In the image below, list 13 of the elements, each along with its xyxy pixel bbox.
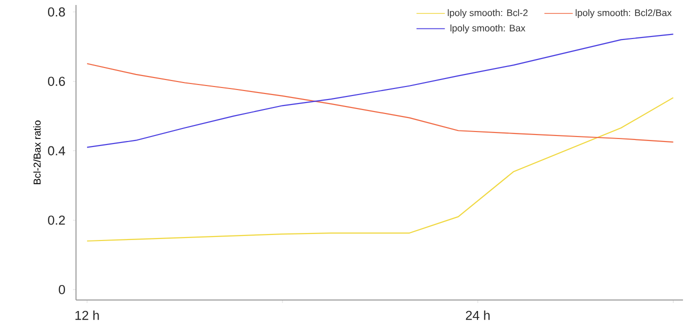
y-tick-label: 0.8 [48,7,65,17]
x-tick-label: 12 h [75,310,99,320]
x-tick-label: 24 h [466,310,490,320]
legend-label: lpoly smooth: Bcl2/Bax [576,9,672,18]
legend-label: lpoly smooth: Bcl-2 [448,9,528,18]
y-tick-label: 0.2 [48,216,65,225]
y-tick-label: 0 [58,285,66,294]
line-series [86,34,674,148]
legend-label: lpoly smooth: Bax [450,24,526,34]
line-series [86,63,674,143]
y-tick-label: 0.6 [48,76,65,86]
y-axis-title: Bcl-2/Bax ratio [33,120,41,184]
y-tick-label: 0.4 [48,146,66,156]
